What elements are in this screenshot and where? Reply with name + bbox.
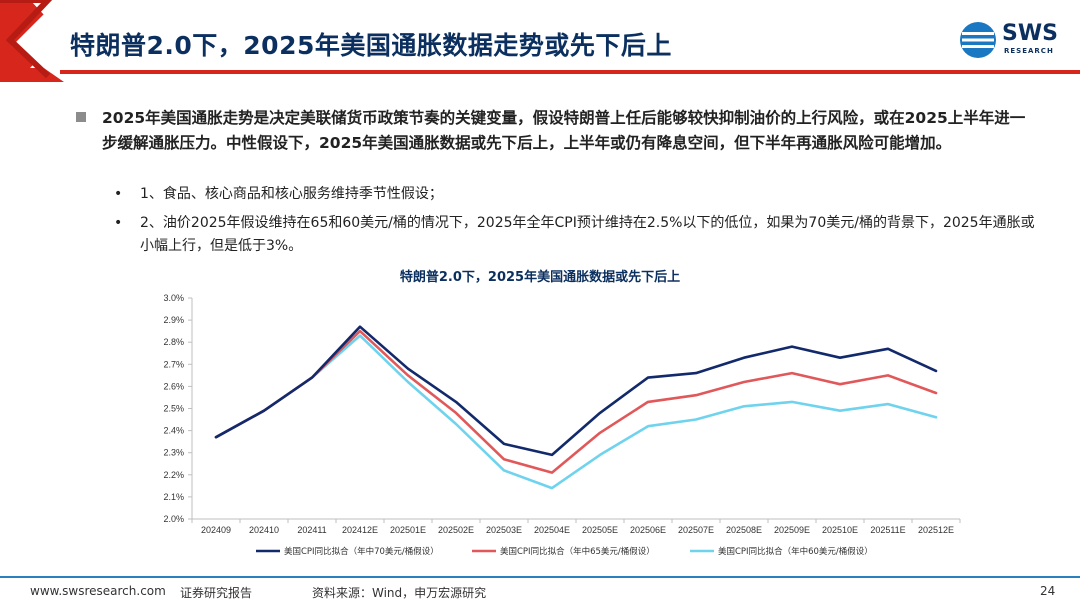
x-tick-label: 202410	[249, 525, 279, 535]
y-tick-label: 2.6%	[163, 381, 184, 391]
y-tick-label: 2.3%	[163, 448, 184, 458]
cpi-line-chart: 2.0% 2.1% 2.2% 2.3% 2.4% 2.5% 2.6% 2.7% 2.8% 2.9%…	[163, 293, 961, 557]
y-tick-label: 2.1%	[163, 492, 184, 502]
chart-title: 特朗普2.0下，2025年美国通胀数据或先下后上	[399, 270, 681, 285]
series-line-2	[214, 334, 938, 490]
x-tick-label: 202409	[201, 525, 231, 535]
x-tick-label: 202508E	[726, 525, 762, 535]
logo-subtext: RESEARCH	[1004, 47, 1054, 55]
x-tick-label: 202502E	[438, 525, 474, 535]
x-tick-label: 202503E	[486, 525, 522, 535]
square-bullet-icon	[76, 112, 86, 122]
y-tick-label: 2.9%	[163, 315, 184, 325]
y-tick-label: 3.0%	[163, 293, 184, 303]
page-title: 特朗普2.0下，2025年美国通胀数据走势或先下后上	[70, 31, 672, 60]
y-tick-label: 2.8%	[163, 337, 184, 347]
title-underline	[60, 70, 1080, 74]
x-tick-label: 202412E	[342, 525, 378, 535]
x-tick-label: 202511E	[870, 525, 905, 535]
x-tick-label: 202411	[297, 525, 326, 535]
sub-bullet-text: 1、食品、核心商品和核心服务维持季节性假设；	[140, 186, 443, 202]
legend-label: 美国CPI同比拟合（年中70美元/桶假设）	[284, 546, 439, 557]
legend-label: 美国CPI同比拟合（年中65美元/桶假设）	[500, 546, 655, 557]
red-chevron	[0, 0, 53, 79]
x-tick-label: 202506E	[630, 525, 666, 535]
sub-bullet-2: • 2、油价2025年假设维持在65和60美元/桶的情况下，2025年全年CPI…	[110, 212, 1040, 258]
main-point-text: 2025年美国通胀走势是决定美联储货币政策节奏的关键变量，假设特朗普上任后能够较…	[102, 109, 1026, 152]
footer-website[interactable]: www.swsresearch.com	[30, 584, 166, 598]
logo-text: SWS	[1002, 21, 1058, 46]
y-tick-label: 2.4%	[163, 426, 184, 436]
x-tick-label: 202504E	[534, 525, 570, 535]
y-tick-label: 2.0%	[163, 514, 184, 524]
y-tick-label: 2.5%	[163, 404, 184, 414]
y-tick-label: 2.2%	[163, 470, 184, 480]
x-tick-label: 202505E	[582, 525, 618, 535]
series-line-0	[214, 325, 938, 457]
sws-logo-icon	[960, 22, 996, 58]
sub-bullet-1: • 1、食品、核心商品和核心服务维持季节性假设；	[110, 183, 1040, 206]
x-tick-label: 202510E	[822, 525, 858, 535]
legend-label: 美国CPI同比拟合（年中60美元/桶假设）	[718, 546, 873, 557]
x-tick-label: 202509E	[774, 525, 810, 535]
sub-bullet-list: • 1、食品、核心商品和核心服务维持季节性假设； • 2、油价2025年假设维持…	[110, 183, 1040, 264]
bullet-dot-icon: •	[114, 215, 123, 231]
footer-source: 资料来源：Wind，申万宏源研究	[312, 586, 487, 600]
footer-report-type: 证券研究报告	[180, 586, 253, 600]
bullet-dot-icon: •	[114, 186, 123, 202]
x-tick-label: 202501E	[390, 525, 426, 535]
title-background	[30, 0, 1080, 68]
x-tick-label: 202507E	[678, 525, 714, 535]
page-number: 24	[1040, 584, 1056, 598]
title-banner	[0, 0, 1080, 82]
sub-bullet-text: 2、油价2025年假设维持在65和60美元/桶的情况下，2025年全年CPI预计…	[140, 215, 1035, 254]
y-tick-label: 2.7%	[163, 359, 184, 369]
footer-divider	[0, 576, 1080, 578]
sws-logo: SWS RESEARCH	[958, 20, 1058, 60]
series-line-1	[214, 329, 938, 474]
x-tick-label: 202512E	[918, 525, 954, 535]
red-accent-shape	[0, 0, 64, 82]
